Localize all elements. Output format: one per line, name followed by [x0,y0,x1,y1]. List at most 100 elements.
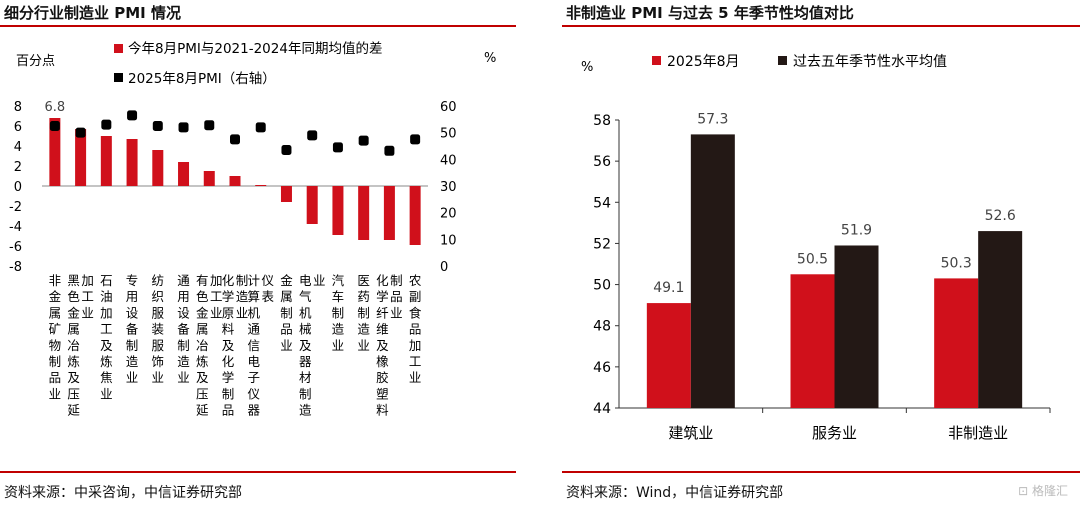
bar [409,186,421,245]
right-y-tick-label: 44 [593,401,611,417]
bar [126,139,138,186]
category-label: 石油加工及炼焦业 [100,273,113,401]
bar [383,186,395,240]
left-y-tick-label: -8 [9,260,22,275]
legend-label-seasonal: 过去五年季节性水平均值 [793,54,947,70]
watermark-logo: ⊡ 格隆汇 [1018,484,1068,498]
legend-swatch-seasonal [778,56,787,65]
bar-data-label: 6.8 [45,100,66,115]
category-label: 通用设备制造业 [177,273,190,385]
right-y-tick-label: 0 [440,260,448,275]
watermark-text: 格隆汇 [1031,484,1068,498]
legend-swatch-marker [114,73,123,82]
legend-swatch-bar [114,44,123,53]
right-y-tick-label: 52 [593,236,611,252]
bar [229,176,241,186]
legend-label-marker: 2025年8月PMI（右轴） [128,71,276,87]
right-y-tick-label: 10 [440,233,457,248]
right-y-tick-label: 56 [593,154,611,170]
left-y-tick-label: 2 [14,160,22,175]
left-y-tick-label: 8 [14,100,22,115]
category-label: 化学纤维及橡胶塑料制品业 [376,273,403,418]
left-y-tick-label: -2 [9,200,22,215]
left-y-tick-label: -6 [9,240,22,255]
pmi-marker [410,134,421,145]
left-y-tick-label: 6 [14,120,22,135]
right-category-label: 建筑业 [668,424,713,442]
category-label: 农副食品加工业 [409,273,422,385]
right-source-note: 资料来源：Wind，中信证券研究部 [566,485,784,501]
right-y-tick-label: 40 [440,153,457,168]
left-y-axis-label: 百分点 [16,54,55,69]
pmi-marker [75,127,86,138]
right-y-tick-label: 46 [593,360,611,376]
bar [790,274,835,408]
bar-data-label: 57.3 [697,111,728,127]
bar [358,186,370,240]
category-label: 非金属矿物制品业 [49,273,62,401]
pmi-marker [101,119,112,130]
bar [306,186,318,224]
pmi-marker [178,122,189,133]
bar [100,136,112,186]
left-y-tick-label: 0 [14,180,22,195]
right-y-tick-label: 60 [440,100,457,115]
bar-data-label: 49.1 [653,280,684,296]
bar [934,278,979,408]
bar-data-label: 50.5 [797,251,828,267]
pmi-marker [127,110,138,121]
category-label: 化学原料及化学制品制造业 [222,273,249,418]
bar [152,150,164,186]
pmi-marker [281,145,292,155]
pmi-marker [255,122,266,133]
bar [255,185,267,186]
bar [834,245,879,408]
category-label: 黑色金属冶炼及压延加工业 [67,273,94,418]
left-right-axis-label: % [484,51,496,66]
right-category-label: 服务业 [812,424,857,442]
bar [690,134,735,408]
right-y-tick-label: 50 [440,127,457,142]
bar [978,231,1023,408]
right-y-tick-label: 20 [440,207,457,222]
category-label: 汽车制造业 [332,273,345,353]
pmi-marker [358,135,369,146]
bar [332,186,344,235]
category-label: 计算机通信电子仪器仪表 [247,273,274,418]
category-label: 有色金属冶炼及压延加工业 [196,273,223,418]
legend-label-bar: 今年8月PMI与2021-2024年同期均值的差 [128,41,382,57]
bar-data-label: 52.6 [985,208,1016,224]
bar [646,303,691,408]
bar [75,129,87,186]
right-chart-title: 非制造业 PMI 与过去 5 年季节性均值对比 [566,4,854,22]
pmi-marker [204,120,215,131]
bar-data-label: 51.9 [841,222,872,238]
pmi-marker [152,121,163,131]
right-y-axis-label: % [581,60,593,75]
bar [280,186,292,202]
pmi-marker [307,130,318,141]
bar [203,171,215,186]
right-y-tick-label: 48 [593,319,611,335]
pmi-marker [332,142,343,153]
category-label: 电气机械及器材制造业 [299,273,326,418]
right-source-rule [562,471,1080,473]
left-chart-title: 细分行业制造业 PMI 情况 [4,4,181,22]
right-y-tick-label: 54 [593,195,611,211]
left-title-rule [0,25,516,27]
right-title-rule [562,25,1080,27]
left-source-note: 资料来源：中采咨询，中信证券研究部 [4,485,242,501]
category-label: 医药制造业 [357,273,370,353]
right-y-tick-label: 58 [593,113,611,129]
bar-data-label: 50.3 [941,255,972,271]
legend-swatch-current [652,56,661,65]
category-label: 纺织服装服饰业 [152,273,165,385]
bar [178,162,190,186]
category-label: 专用设备制造业 [126,273,139,385]
pmi-marker [230,134,240,145]
pmi-marker [49,121,60,131]
right-category-label: 非制造业 [948,424,1008,442]
left-source-rule [0,471,516,473]
bar [49,118,61,186]
